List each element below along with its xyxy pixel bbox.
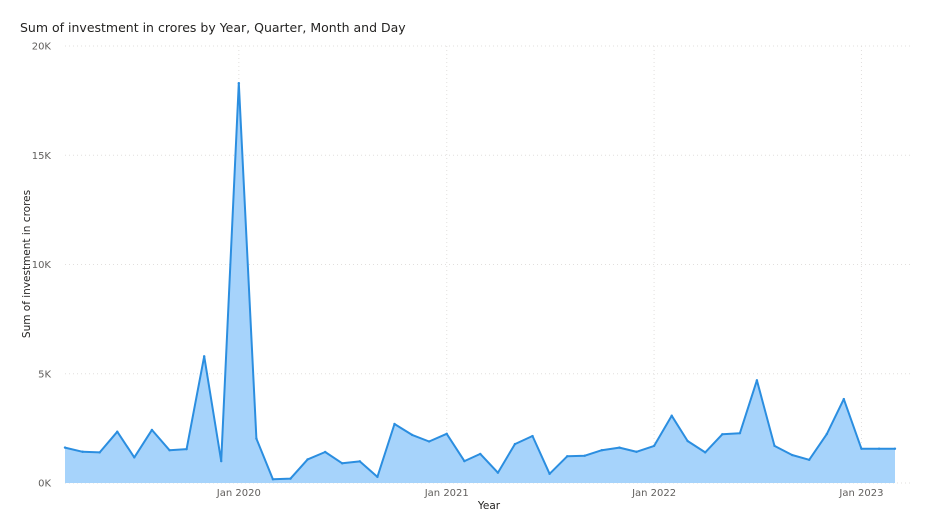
- series-line: [64, 82, 895, 481]
- data-point: [825, 432, 828, 436]
- data-point: [860, 447, 863, 450]
- data-point: [773, 444, 776, 448]
- data-point: [583, 454, 586, 457]
- y-tick-label: 0K: [38, 479, 51, 490]
- data-point: [755, 379, 759, 382]
- y-tick-label: 10K: [32, 260, 52, 271]
- data-point: [721, 433, 724, 436]
- data-point: [738, 431, 742, 435]
- data-point: [652, 444, 656, 448]
- data-point: [513, 442, 517, 446]
- data-point: [670, 414, 673, 417]
- x-tick-label: Jan 2023: [838, 488, 883, 499]
- data-point: [496, 471, 500, 474]
- data-point: [220, 459, 223, 463]
- data-point: [116, 430, 119, 433]
- data-point: [445, 432, 448, 436]
- data-point: [548, 472, 551, 476]
- y-axis-ticks: 0K 5K 10K 15K 20K: [32, 42, 52, 490]
- data-point: [531, 434, 534, 438]
- chart-title: Sum of investment in crores by Year, Qua…: [20, 20, 406, 35]
- data-point: [133, 456, 136, 459]
- data-point: [807, 458, 811, 462]
- data-point: [168, 449, 171, 452]
- x-tick-label: Jan 2020: [216, 488, 261, 499]
- data-point: [150, 428, 154, 432]
- x-tick-label: Jan 2022: [631, 488, 676, 499]
- data-point: [289, 477, 292, 480]
- data-point: [842, 397, 846, 401]
- data-point: [463, 459, 466, 463]
- x-axis-title: Year: [477, 500, 501, 512]
- y-tick-label: 5K: [38, 369, 51, 380]
- data-points: [63, 81, 897, 481]
- data-point: [358, 460, 362, 463]
- data-point: [600, 449, 604, 452]
- data-point: [341, 462, 344, 465]
- x-tick-label: Jan 2021: [424, 488, 469, 499]
- data-point: [427, 440, 431, 443]
- data-point: [323, 450, 327, 454]
- data-point: [393, 422, 396, 426]
- data-point: [893, 447, 897, 450]
- data-point: [98, 451, 101, 454]
- data-point: [877, 447, 881, 450]
- data-point: [63, 446, 67, 449]
- data-point: [704, 451, 707, 454]
- data-point: [185, 447, 188, 451]
- data-point: [271, 478, 275, 481]
- data-point: [255, 437, 258, 440]
- data-point: [237, 81, 241, 85]
- y-axis-title: Sum of investment in crores: [21, 190, 33, 338]
- data-point: [202, 355, 206, 358]
- data-point: [306, 458, 309, 461]
- data-point: [565, 455, 569, 458]
- data-point: [479, 452, 482, 456]
- data-point: [410, 433, 414, 437]
- data-point: [686, 439, 689, 443]
- y-tick-label: 15K: [32, 151, 52, 162]
- data-point: [81, 450, 84, 453]
- series-area-fill: [65, 83, 895, 483]
- data-point: [790, 453, 794, 457]
- data-point: [618, 446, 621, 449]
- y-tick-label: 20K: [32, 42, 52, 53]
- x-axis-ticks: Jan 2020 Jan 2021 Jan 2022 Jan 2023: [216, 488, 884, 499]
- data-point: [376, 475, 379, 479]
- data-point: [635, 450, 638, 453]
